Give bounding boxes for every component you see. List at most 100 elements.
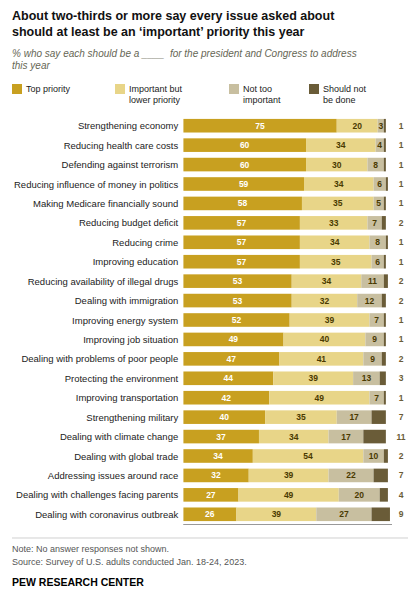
text-line: should at least be an ‘important’ priori… — [12, 25, 305, 39]
bar-segment — [329, 469, 374, 483]
bar-segment — [369, 391, 383, 405]
bar-segment — [384, 313, 386, 327]
bar-segment — [236, 507, 316, 521]
category-label: Dealing with immigration — [75, 295, 178, 306]
category-label: Reducing health care costs — [64, 140, 179, 151]
data-label: 75 — [255, 121, 265, 131]
bar-segment — [363, 352, 381, 366]
bar-segment — [253, 449, 364, 463]
bar-segment — [361, 274, 384, 288]
category-label: Defending against terrorism — [62, 159, 179, 170]
data-label: 9 — [399, 509, 404, 519]
data-label: 27 — [206, 490, 216, 500]
data-label: 11 — [368, 276, 377, 286]
data-label: 34 — [334, 179, 344, 189]
bar-segment — [384, 138, 386, 152]
data-label: 57 — [237, 237, 247, 247]
bar-segment — [367, 158, 383, 172]
data-label: 53 — [233, 296, 243, 306]
bar-segment — [384, 255, 386, 269]
bar-segment — [353, 371, 380, 385]
bar-segment — [290, 313, 370, 327]
data-label: 2 — [399, 276, 404, 286]
category-label: Dealing with coronavirus outbreak — [35, 509, 178, 520]
data-label: 3 — [378, 121, 383, 131]
bar-segment — [183, 313, 289, 327]
data-label: 27 — [339, 509, 349, 519]
data-label: 6 — [377, 179, 382, 189]
data-label: 20 — [352, 121, 362, 131]
bars — [183, 119, 390, 521]
bar-segment — [238, 488, 338, 502]
bar-segment — [372, 507, 390, 521]
bar-segment — [183, 352, 279, 366]
bar-segment — [386, 235, 388, 249]
data-label: 7 — [372, 218, 377, 228]
data-label: 11 — [397, 432, 406, 442]
data-label: 34 — [289, 432, 299, 442]
data-label: 26 — [205, 509, 215, 519]
legend-label: Top priority — [26, 84, 71, 94]
bar-segment — [339, 488, 380, 502]
data-label: 40 — [219, 412, 229, 422]
data-label: 41 — [317, 354, 327, 364]
bar-segment — [302, 197, 374, 211]
bar-segment — [367, 216, 381, 230]
data-label: 34 — [322, 276, 332, 286]
legend-swatch — [115, 84, 125, 94]
annotation: Note: No answer responses not shown. — [12, 544, 169, 554]
bar-segment — [376, 138, 384, 152]
bar-segment — [384, 197, 386, 211]
bar-segment — [306, 138, 376, 152]
category-label: Improving job situation — [83, 334, 178, 345]
bar-segment — [183, 449, 253, 463]
bar-segment — [273, 371, 353, 385]
data-label: 1 — [399, 198, 404, 208]
data-label: 3 — [399, 373, 404, 383]
data-label: 34 — [330, 237, 340, 247]
data-label: 13 — [362, 373, 372, 383]
category-label: Making Medicare financially sound — [33, 198, 178, 209]
legend-label: Important butlower priority — [129, 84, 183, 105]
bar-segment — [183, 274, 291, 288]
category-label: Reducing availability of illegal drugs — [28, 276, 179, 287]
bar-segment — [329, 430, 364, 444]
data-label: 17 — [341, 432, 351, 442]
data-label: 39 — [308, 373, 318, 383]
data-label: 32 — [211, 470, 221, 480]
data-label: 1 — [399, 160, 404, 170]
data-label: 7 — [399, 470, 404, 480]
data-label: 2 — [399, 296, 404, 306]
data-label: 49 — [229, 334, 239, 344]
bar-segment — [378, 119, 384, 133]
data-label: 30 — [332, 160, 342, 170]
bar-segment — [183, 488, 238, 502]
bar-segment — [183, 197, 302, 211]
data-label: 6 — [375, 257, 380, 267]
data-label: 1 — [399, 257, 404, 267]
bar-segment — [382, 216, 386, 230]
data-label: 42 — [221, 393, 231, 403]
bar-segment — [380, 371, 386, 385]
data-label: 9 — [370, 354, 375, 364]
bar-segment — [279, 352, 363, 366]
bar-segment — [357, 294, 382, 308]
text-line: Should not — [323, 84, 367, 94]
x-axis-line — [183, 524, 392, 525]
bar-segment — [382, 352, 386, 366]
bar-segment — [183, 235, 300, 249]
text-line: Top priority — [26, 84, 71, 94]
bar-segment — [183, 391, 269, 405]
data-label: 47 — [227, 354, 237, 364]
data-label: 35 — [296, 412, 306, 422]
bar-segment — [337, 119, 378, 133]
data-label: 1 — [399, 140, 404, 150]
divider — [12, 538, 408, 539]
data-label: 7 — [374, 393, 379, 403]
bar-segment — [292, 274, 362, 288]
data-label: 1 — [399, 121, 404, 131]
bar-segment — [365, 333, 383, 347]
legend-label: Not tooimportant — [243, 84, 281, 105]
bar-segment — [374, 469, 388, 483]
data-label: 44 — [224, 373, 234, 383]
